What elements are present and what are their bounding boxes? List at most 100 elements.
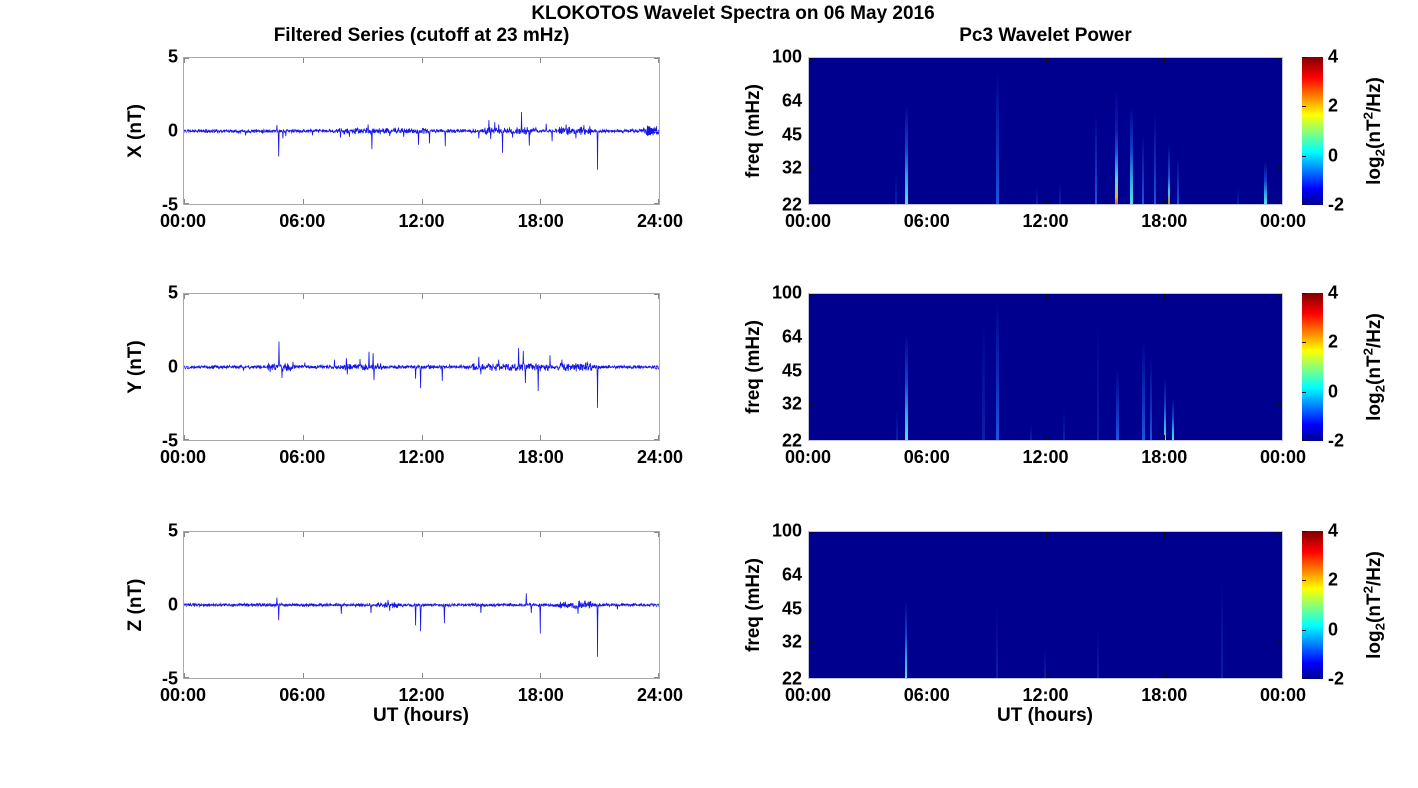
axis-tick bbox=[1164, 673, 1165, 678]
wavelet-streak bbox=[1220, 581, 1223, 678]
freq-tick-label: 45 bbox=[781, 124, 802, 145]
x-tick-label: 12:00 bbox=[398, 447, 445, 467]
axis-tick bbox=[184, 435, 185, 440]
wavelet-streak bbox=[1153, 113, 1157, 204]
freq-tick-label: 100 bbox=[771, 46, 802, 67]
y-tick-label: 0 bbox=[167, 120, 178, 141]
axis-tick bbox=[927, 673, 928, 678]
series-plot-x bbox=[183, 57, 660, 205]
axis-tick bbox=[1046, 532, 1047, 537]
axis-tick bbox=[303, 294, 304, 299]
colorbar-label-z: log2(nT2/Hz) bbox=[1360, 551, 1388, 659]
wavelet-plot-z bbox=[808, 531, 1283, 679]
axis-tick bbox=[809, 435, 810, 440]
colorbar-tick bbox=[1302, 630, 1306, 631]
axis-tick bbox=[1281, 58, 1282, 63]
axis-tick bbox=[1281, 199, 1282, 204]
x-tick-label: 06:00 bbox=[279, 211, 326, 231]
colorbar-tick-label: -2 bbox=[1328, 668, 1345, 689]
series-line-svg bbox=[184, 593, 659, 657]
wavelet-streak bbox=[1142, 132, 1145, 204]
colorbar-tick bbox=[1302, 392, 1306, 393]
wavelet-streak bbox=[1059, 180, 1062, 204]
wavelet-streak bbox=[1176, 156, 1179, 204]
colorbar-tick bbox=[1302, 204, 1306, 205]
wavelet-streak bbox=[904, 104, 908, 204]
x-tick-label: 00:00 bbox=[784, 211, 832, 231]
axis-tick bbox=[654, 605, 659, 606]
x-tick-label: 24:00 bbox=[636, 685, 684, 705]
axis-tick bbox=[540, 199, 541, 204]
freq-tick-label: 22 bbox=[781, 668, 802, 689]
x-tick-label: 18:00 bbox=[1141, 685, 1188, 705]
wavelet-streak bbox=[1029, 423, 1032, 440]
axis-tick bbox=[1277, 203, 1282, 204]
colorbar-tick bbox=[1302, 156, 1306, 157]
axis-tick bbox=[654, 439, 659, 440]
y-tick-label: -5 bbox=[161, 194, 178, 215]
axis-tick bbox=[184, 131, 189, 132]
axis-tick bbox=[1164, 58, 1165, 63]
axis-tick bbox=[422, 532, 423, 537]
axis-tick bbox=[1277, 404, 1282, 405]
axis-tick bbox=[422, 58, 423, 63]
axis-tick bbox=[1164, 532, 1165, 537]
axis-tick bbox=[1277, 642, 1282, 643]
colorbar-tick-label: 0 bbox=[1328, 381, 1339, 402]
axis-tick bbox=[658, 294, 659, 299]
colorbar-tick-label: 2 bbox=[1328, 569, 1339, 590]
x-tick-label: 06:00 bbox=[903, 685, 950, 705]
colorbar-tick bbox=[1302, 580, 1306, 581]
axis-tick bbox=[809, 135, 814, 136]
wavelet-streak bbox=[1142, 340, 1145, 440]
axis-tick bbox=[1281, 532, 1282, 537]
colorbar-z bbox=[1302, 531, 1323, 679]
wavelet-streak bbox=[1163, 377, 1167, 440]
axis-tick bbox=[1277, 135, 1282, 136]
axis-tick bbox=[422, 435, 423, 440]
colorbar-tick bbox=[1302, 678, 1306, 679]
series-line-svg bbox=[184, 341, 659, 408]
axis-tick bbox=[540, 58, 541, 63]
axis-tick bbox=[809, 294, 814, 295]
x-tick-label: 00:00 bbox=[784, 447, 832, 467]
axis-tick bbox=[809, 101, 814, 102]
axis-tick bbox=[809, 371, 814, 372]
wavelet-streak bbox=[1094, 113, 1098, 204]
colorbar-tick-label: 2 bbox=[1328, 331, 1339, 352]
axis-tick bbox=[927, 294, 928, 299]
x-tick-label: 12:00 bbox=[398, 685, 445, 705]
colorbar-x bbox=[1302, 57, 1323, 205]
x-tick-label: 06:00 bbox=[279, 685, 326, 705]
axis-tick bbox=[658, 199, 659, 204]
axis-tick bbox=[1277, 101, 1282, 102]
axis-tick bbox=[809, 575, 814, 576]
wavelet-streak bbox=[1116, 368, 1119, 440]
colorbar-tick-label: 0 bbox=[1328, 145, 1339, 166]
axis-tick bbox=[654, 131, 659, 132]
axis-tick bbox=[654, 203, 659, 204]
axis-tick bbox=[1277, 371, 1282, 372]
colorbar-tick-label: -2 bbox=[1328, 194, 1345, 215]
colorbar-label-x: log2(nT2/Hz) bbox=[1360, 77, 1388, 185]
x-tick-label: 24:00 bbox=[636, 447, 684, 467]
x-tick-label: 00:00 bbox=[159, 447, 207, 467]
wavelet-streak bbox=[996, 72, 999, 204]
axis-tick bbox=[1281, 673, 1282, 678]
axis-tick bbox=[422, 199, 423, 204]
y-tick-label: -5 bbox=[161, 430, 178, 451]
x-tick-label: 12:00 bbox=[1022, 211, 1069, 231]
colorbar-y bbox=[1302, 293, 1323, 441]
axis-tick bbox=[658, 532, 659, 537]
colorbar-tick-label: 0 bbox=[1328, 619, 1339, 640]
axis-tick bbox=[422, 673, 423, 678]
x-tick-label: 12:00 bbox=[398, 211, 445, 231]
x-tick-label: 18:00 bbox=[517, 447, 564, 467]
series-line bbox=[184, 111, 659, 170]
wavelet-streak bbox=[1096, 325, 1100, 440]
y-tick-label: -5 bbox=[161, 668, 178, 689]
colorbar-tick bbox=[1302, 293, 1306, 294]
wavelet-streak bbox=[1236, 187, 1239, 204]
axis-tick bbox=[809, 673, 810, 678]
axis-tick bbox=[809, 58, 814, 59]
